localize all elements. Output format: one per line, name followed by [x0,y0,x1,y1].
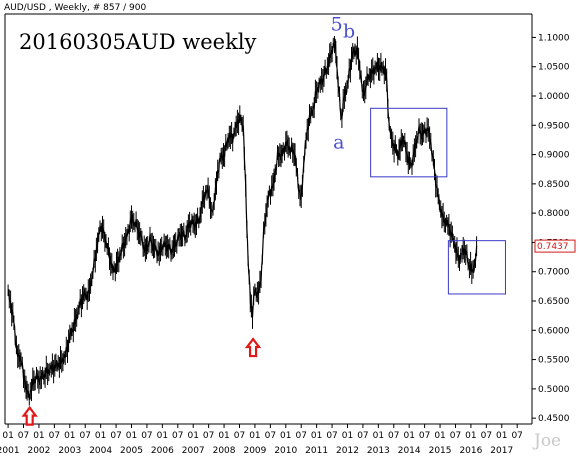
y-tick-label: 0.9500 [538,121,570,131]
price-line [7,38,478,400]
x-year-label: 2004 [89,446,112,456]
x-year-label: 2014 [398,446,421,456]
y-tick-label: 1.0000 [538,92,570,102]
x-year-label: 2010 [274,446,297,456]
y-tick-label: 0.6000 [538,326,570,336]
y-tick-label: 0.9000 [538,151,570,161]
y-tick-label: 0.5000 [538,385,570,395]
x-month-label: 07 [172,431,183,441]
x-year-label: 2005 [120,446,143,456]
last-price-tag: 0.7437 [534,239,576,253]
x-month-label: 01 [126,431,137,441]
x-month-label: 07 [295,431,306,441]
highlight-boxes [370,107,506,295]
x-month-label: 01 [33,431,44,441]
price-series [7,36,478,406]
x-month-label: 07 [110,431,121,441]
up-arrow-marker [21,405,38,426]
x-month-label: 01 [465,431,476,441]
chart-header: AUD/USD , Weekly, # 857 / 900 [4,3,147,13]
y-tick-label: 0.8500 [538,180,570,190]
highlight-box [370,107,448,178]
last-price-box [534,239,576,253]
x-month-label: 07 [326,431,337,441]
last-price-value: 0.7437 [537,242,569,252]
x-year-label: 2002 [27,446,50,456]
x-month-label: 01 [95,431,106,441]
x-month-label: 07 [49,431,60,441]
plot-frame [4,13,533,425]
x-year-label: 2008 [213,446,236,456]
x-month-label: 01 [249,431,260,441]
x-month-label: 01 [2,431,13,441]
chart-title: 20160305AUD weekly [19,30,257,54]
x-year-label: 2015 [429,446,452,456]
x-month-label: 01 [342,431,353,441]
x-month-label: 07 [234,431,245,441]
x-year-label: 2013 [367,446,390,456]
x-year-label: 2009 [243,446,266,456]
x-month-label: 01 [434,431,445,441]
x-month-label: 01 [403,431,414,441]
x-month-label: 07 [511,431,522,441]
y-tick-label: 0.7000 [538,268,570,278]
y-tick-label: 0.8000 [538,209,570,219]
y-tick-label: 0.5500 [538,356,570,366]
y-tick-label: 0.6500 [538,297,570,307]
y-tick-label: 0.4500 [538,414,570,424]
x-year-label: 2001 [0,446,20,456]
wave-label: a [333,132,344,154]
wave-label: b [343,20,355,42]
x-month-label: 07 [357,431,368,441]
watermark: Joe [532,431,561,451]
x-year-label: 2012 [336,446,359,456]
low-markers [21,337,262,426]
x-year-label: 2016 [459,446,482,456]
x-month-label: 01 [187,431,198,441]
y-tick-label: 1.1000 [538,33,570,43]
x-month-label: 01 [218,431,229,441]
x-month-label: 07 [481,431,492,441]
x-month-label: 07 [388,431,399,441]
x-year-label: 2011 [305,446,328,456]
highlight-box [447,240,506,295]
x-month-label: 01 [157,431,168,441]
up-arrow-marker [244,337,262,358]
x-month-label: 01 [64,431,75,441]
x-month-label: 07 [18,431,29,441]
y-axis: 1.1000 1.0500 1.0000 0.9500 0.9000 0.8500 0.80… [532,33,570,424]
x-month-label: 01 [311,431,322,441]
wave-label: 5 [331,13,343,35]
x-month-label: 01 [280,431,291,441]
x-month-label: 07 [203,431,214,441]
x-axis: 01 07 01 07 01 07 01 07 01 07 01 07 01 07 01 07 01 07 01 07… [0,424,523,456]
x-month-label: 07 [419,431,430,441]
x-year-label: 2007 [182,446,205,456]
x-month-label: 01 [373,431,384,441]
x-year-label: 2006 [151,446,174,456]
x-month-label: 07 [79,431,90,441]
x-month-label: 07 [141,431,152,441]
x-year-label: 2003 [58,446,81,456]
x-month-label: 01 [496,431,507,441]
x-month-label: 07 [450,431,461,441]
x-month-label: 07 [265,431,276,441]
y-tick-label: 1.0500 [538,63,570,73]
x-year-label: 2017 [490,446,513,456]
wave-labels: 5 b a [331,13,355,153]
